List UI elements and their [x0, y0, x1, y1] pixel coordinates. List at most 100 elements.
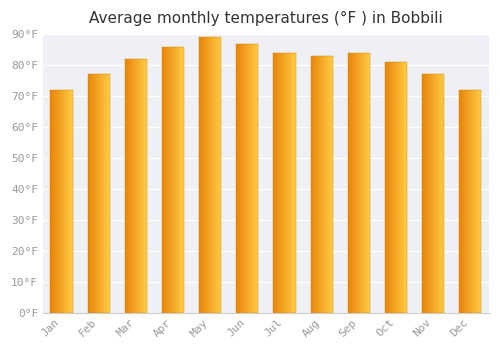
Bar [244, 43, 245, 313]
Bar [124, 59, 126, 313]
Bar [249, 43, 250, 313]
Bar [348, 53, 370, 313]
Bar [467, 90, 468, 313]
Bar [387, 62, 388, 313]
Bar [459, 90, 460, 313]
Bar [432, 75, 433, 313]
Bar [139, 59, 140, 313]
Bar [214, 37, 215, 313]
Bar [368, 53, 369, 313]
Bar [252, 43, 253, 313]
Bar [129, 59, 130, 313]
Bar [290, 53, 291, 313]
Bar [438, 75, 440, 313]
Bar [319, 56, 320, 313]
Bar [275, 53, 276, 313]
Bar [314, 56, 315, 313]
Bar [50, 90, 51, 313]
Bar [288, 53, 289, 313]
Bar [351, 53, 352, 313]
Bar [364, 53, 365, 313]
Bar [426, 75, 427, 313]
Bar [68, 90, 69, 313]
Bar [331, 56, 332, 313]
Bar [405, 62, 406, 313]
Bar [136, 59, 137, 313]
Bar [326, 56, 327, 313]
Bar [423, 75, 424, 313]
Bar [220, 37, 221, 313]
Bar [459, 90, 481, 313]
Bar [468, 90, 469, 313]
Bar [472, 90, 473, 313]
Bar [212, 37, 213, 313]
Bar [218, 37, 219, 313]
Bar [254, 43, 255, 313]
Bar [172, 47, 173, 313]
Bar [236, 43, 237, 313]
Bar [257, 43, 258, 313]
Bar [209, 37, 210, 313]
Bar [478, 90, 479, 313]
Bar [243, 43, 244, 313]
Bar [166, 47, 167, 313]
Bar [167, 47, 168, 313]
Bar [51, 90, 52, 313]
Bar [102, 75, 103, 313]
Bar [477, 90, 478, 313]
Bar [436, 75, 437, 313]
Bar [219, 37, 220, 313]
Bar [144, 59, 145, 313]
Bar [427, 75, 428, 313]
Bar [250, 43, 252, 313]
Bar [385, 62, 386, 313]
Bar [464, 90, 466, 313]
Bar [180, 47, 181, 313]
Bar [70, 90, 71, 313]
Bar [349, 53, 350, 313]
Bar [253, 43, 254, 313]
Bar [96, 75, 97, 313]
Bar [354, 53, 355, 313]
Bar [391, 62, 392, 313]
Bar [101, 75, 102, 313]
Bar [246, 43, 247, 313]
Bar [240, 43, 241, 313]
Bar [169, 47, 170, 313]
Bar [404, 62, 405, 313]
Bar [204, 37, 205, 313]
Bar [65, 90, 66, 313]
Bar [435, 75, 436, 313]
Bar [291, 53, 292, 313]
Bar [286, 53, 288, 313]
Bar [406, 62, 407, 313]
Bar [71, 90, 72, 313]
Bar [199, 37, 200, 313]
Bar [91, 75, 92, 313]
Bar [425, 75, 426, 313]
Bar [361, 53, 362, 313]
Bar [207, 37, 208, 313]
Bar [355, 53, 356, 313]
Bar [321, 56, 322, 313]
Bar [280, 53, 281, 313]
Bar [90, 75, 91, 313]
Bar [93, 75, 94, 313]
Bar [403, 62, 404, 313]
Bar [422, 75, 444, 313]
Bar [168, 47, 169, 313]
Bar [316, 56, 317, 313]
Bar [470, 90, 471, 313]
Bar [217, 37, 218, 313]
Bar [295, 53, 296, 313]
Bar [60, 90, 61, 313]
Bar [441, 75, 442, 313]
Bar [401, 62, 402, 313]
Bar [399, 62, 400, 313]
Bar [393, 62, 394, 313]
Bar [359, 53, 360, 313]
Bar [325, 56, 326, 313]
Bar [54, 90, 55, 313]
Bar [134, 59, 135, 313]
Bar [130, 59, 131, 313]
